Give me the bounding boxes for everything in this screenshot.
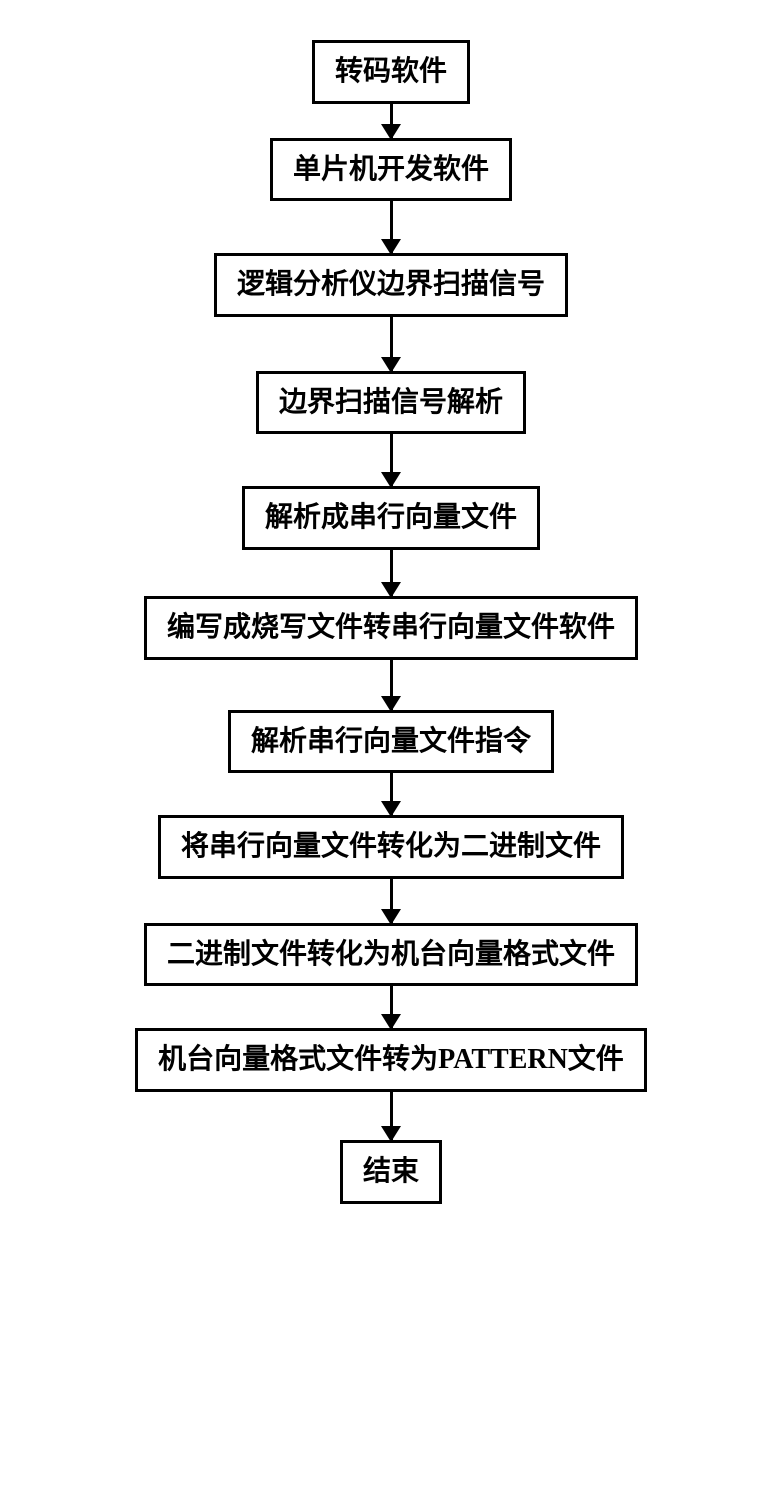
flow-arrow bbox=[390, 986, 393, 1028]
flow-arrow bbox=[390, 104, 393, 138]
flow-node: 结束 bbox=[340, 1140, 442, 1204]
flow-node: 机台向量格式文件转为PATTERN文件 bbox=[135, 1028, 647, 1092]
flow-arrow bbox=[390, 660, 393, 710]
flow-node: 解析成串行向量文件 bbox=[242, 486, 540, 550]
flow-node: 编写成烧写文件转串行向量文件软件 bbox=[144, 596, 638, 660]
flow-arrow bbox=[390, 550, 393, 596]
flow-node: 解析串行向量文件指令 bbox=[228, 710, 554, 774]
flow-arrow bbox=[390, 434, 393, 486]
flow-node: 边界扫描信号解析 bbox=[256, 371, 526, 435]
flowchart-container: 转码软件 单片机开发软件 逻辑分析仪边界扫描信号 边界扫描信号解析 解析成串行向… bbox=[0, 0, 782, 1244]
flow-arrow bbox=[390, 1092, 393, 1140]
flow-node: 逻辑分析仪边界扫描信号 bbox=[214, 253, 568, 317]
flow-arrow bbox=[390, 879, 393, 923]
flow-node: 转码软件 bbox=[312, 40, 470, 104]
flow-node: 将串行向量文件转化为二进制文件 bbox=[158, 815, 624, 879]
flow-arrow bbox=[390, 773, 393, 815]
flow-arrow bbox=[390, 201, 393, 253]
flow-node: 单片机开发软件 bbox=[270, 138, 512, 202]
flow-node: 二进制文件转化为机台向量格式文件 bbox=[144, 923, 638, 987]
flow-arrow bbox=[390, 317, 393, 371]
